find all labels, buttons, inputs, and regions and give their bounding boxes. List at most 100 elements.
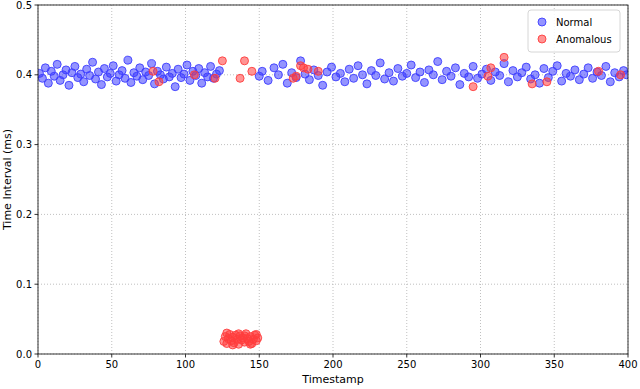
point: [44, 79, 52, 87]
point: [558, 77, 566, 85]
point: [500, 53, 508, 61]
point: [223, 329, 231, 337]
point: [595, 67, 603, 75]
x-tick: [38, 354, 39, 358]
point: [522, 63, 530, 71]
y-grid-line: [38, 144, 628, 145]
x-tick-label: 300: [471, 359, 490, 370]
y-tick-label: 0.0: [16, 349, 32, 360]
point: [211, 74, 219, 82]
x-tick: [554, 354, 555, 358]
point: [229, 341, 237, 349]
point: [274, 71, 282, 79]
y-tick: [35, 354, 39, 355]
point: [434, 58, 442, 66]
point: [80, 78, 88, 86]
x-grid-line: [259, 5, 260, 354]
point: [487, 64, 495, 72]
point: [536, 79, 544, 87]
point: [385, 69, 393, 77]
point: [420, 78, 428, 86]
x-axis-label: Timestamp: [301, 373, 363, 386]
point: [198, 79, 206, 87]
point: [602, 62, 610, 70]
x-tick-label: 400: [618, 359, 637, 370]
legend-label: Anomalous: [556, 34, 612, 45]
point: [469, 62, 477, 70]
point: [407, 61, 415, 69]
x-tick: [259, 354, 260, 358]
point: [124, 56, 132, 64]
point: [270, 64, 278, 72]
point: [304, 65, 312, 73]
point: [258, 67, 266, 75]
y-tick-label: 0.3: [16, 139, 32, 150]
point: [416, 68, 424, 76]
point: [264, 76, 272, 84]
point: [438, 76, 446, 84]
point: [505, 78, 513, 86]
x-grid-line: [185, 5, 186, 354]
point: [528, 80, 536, 88]
point: [376, 59, 384, 67]
point: [97, 81, 105, 89]
x-tick-label: 250: [397, 359, 416, 370]
point: [248, 67, 256, 75]
x-tick-label: 0: [35, 359, 41, 370]
y-tick-label: 0.4: [16, 69, 32, 80]
point: [162, 63, 170, 71]
x-tick: [480, 354, 481, 358]
x-grid-line: [554, 5, 555, 354]
point: [484, 72, 492, 80]
point: [451, 64, 459, 72]
point: [319, 81, 327, 89]
point: [215, 67, 223, 75]
point: [190, 71, 198, 79]
point: [171, 83, 179, 91]
point: [183, 61, 191, 69]
point: [279, 60, 287, 68]
point: [109, 62, 117, 70]
plot-frame: [38, 5, 628, 354]
point: [71, 62, 79, 70]
point: [394, 65, 402, 73]
x-tick-label: 350: [545, 359, 564, 370]
point: [305, 76, 313, 84]
point: [106, 69, 114, 77]
point: [447, 72, 455, 80]
y-grid-line: [38, 284, 628, 285]
point: [241, 57, 249, 65]
point: [328, 63, 336, 71]
y-tick-label: 0.5: [16, 0, 32, 11]
x-tick-label: 150: [250, 359, 269, 370]
x-tick: [185, 354, 186, 358]
point: [540, 65, 548, 73]
chart: 0501001502002503003504000.00.10.20.30.40…: [0, 0, 640, 389]
point: [246, 340, 254, 348]
x-grid-line: [111, 5, 112, 354]
point: [241, 332, 249, 340]
point: [118, 67, 126, 75]
x-grid-line: [480, 5, 481, 354]
point: [531, 71, 539, 79]
point: [359, 71, 367, 79]
legend: NormalAnomalous: [528, 10, 620, 52]
y-tick: [35, 284, 39, 285]
x-tick: [111, 354, 112, 358]
x-tick: [628, 354, 629, 358]
x-tick: [406, 354, 407, 358]
x-tick-label: 50: [105, 359, 118, 370]
points: [38, 53, 628, 349]
point: [252, 330, 260, 338]
point: [389, 77, 397, 85]
point: [372, 71, 380, 79]
point: [456, 81, 464, 89]
point: [606, 78, 614, 86]
point: [469, 83, 477, 91]
point: [617, 71, 625, 79]
plot-background: [38, 5, 628, 354]
legend-marker: [538, 35, 546, 43]
point: [53, 60, 61, 68]
x-grid-line: [333, 5, 334, 354]
x-tick-label: 100: [176, 359, 195, 370]
